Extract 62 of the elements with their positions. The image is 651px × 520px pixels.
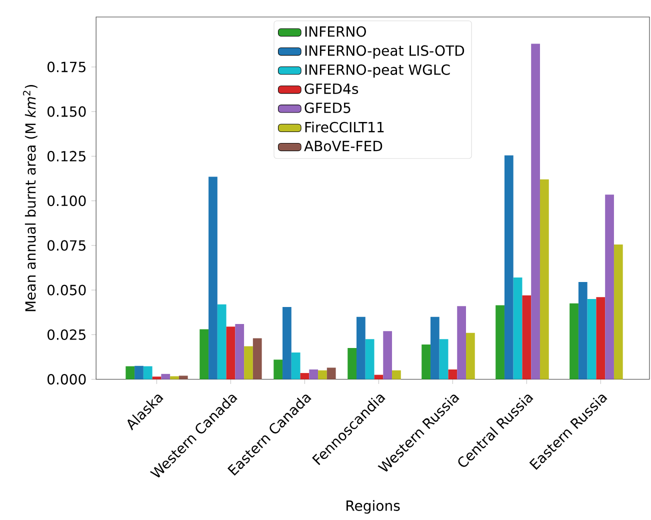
bar bbox=[522, 295, 532, 380]
y-axis-title: Mean annual burnt area (M km$^{2}$) bbox=[22, 84, 38, 311]
bar bbox=[356, 316, 366, 380]
legend-label: FireCCILT11 bbox=[305, 121, 384, 132]
bar bbox=[605, 194, 614, 380]
bar bbox=[244, 346, 253, 380]
y-tick-label: 0.075 bbox=[48, 240, 86, 251]
bar bbox=[235, 324, 244, 380]
bar bbox=[392, 370, 401, 380]
bar bbox=[374, 374, 384, 380]
legend-label: INFERNO bbox=[305, 26, 366, 37]
bar bbox=[178, 376, 188, 380]
bar bbox=[504, 155, 514, 380]
bar bbox=[466, 332, 475, 380]
bar bbox=[422, 344, 430, 380]
bar bbox=[439, 338, 448, 380]
bar bbox=[578, 282, 588, 380]
y-tick-label: 0.150 bbox=[48, 106, 86, 117]
bar bbox=[326, 367, 336, 380]
bar bbox=[457, 306, 466, 380]
bar bbox=[540, 179, 549, 380]
bar bbox=[348, 348, 357, 380]
bar bbox=[170, 376, 179, 380]
bar bbox=[531, 44, 540, 380]
bar bbox=[570, 303, 578, 380]
x-axis-title: Regions bbox=[346, 500, 400, 514]
legend-label: GFED5 bbox=[304, 102, 350, 113]
bar bbox=[318, 370, 327, 380]
bar bbox=[252, 338, 262, 380]
legend-label: INFERNO-peat WGLC bbox=[305, 64, 450, 78]
y-tick-label: 0.125 bbox=[48, 150, 86, 162]
y-tick-label: 0.175 bbox=[48, 61, 86, 72]
bar bbox=[282, 306, 292, 380]
legend-label: ABoVE-FED bbox=[304, 140, 382, 152]
bar bbox=[309, 369, 318, 380]
legend-label: INFERNO-peat LIS-OTD bbox=[305, 45, 464, 58]
bar bbox=[300, 372, 310, 380]
bar bbox=[126, 366, 135, 380]
bar bbox=[161, 374, 170, 380]
bar bbox=[430, 316, 440, 380]
bar bbox=[152, 376, 162, 380]
bar bbox=[226, 326, 236, 380]
y-tick-label: 0.025 bbox=[48, 329, 86, 340]
bar bbox=[365, 338, 374, 380]
bar bbox=[143, 366, 152, 380]
bar bbox=[596, 297, 606, 380]
bar bbox=[383, 330, 392, 380]
bar bbox=[200, 329, 209, 380]
y-tick-label: 0.000 bbox=[48, 374, 86, 384]
bar bbox=[496, 305, 504, 380]
bar bbox=[513, 277, 522, 380]
y-tick-label: 0.050 bbox=[48, 284, 86, 296]
bar bbox=[448, 369, 458, 380]
bar bbox=[587, 298, 596, 380]
bar bbox=[134, 366, 144, 380]
legend-label: GFED4s bbox=[304, 83, 358, 94]
bar bbox=[208, 176, 218, 380]
y-tick-label: 0.100 bbox=[48, 195, 86, 206]
bar bbox=[614, 244, 623, 380]
bar bbox=[291, 352, 300, 380]
bar bbox=[217, 304, 226, 380]
bar bbox=[274, 359, 283, 380]
